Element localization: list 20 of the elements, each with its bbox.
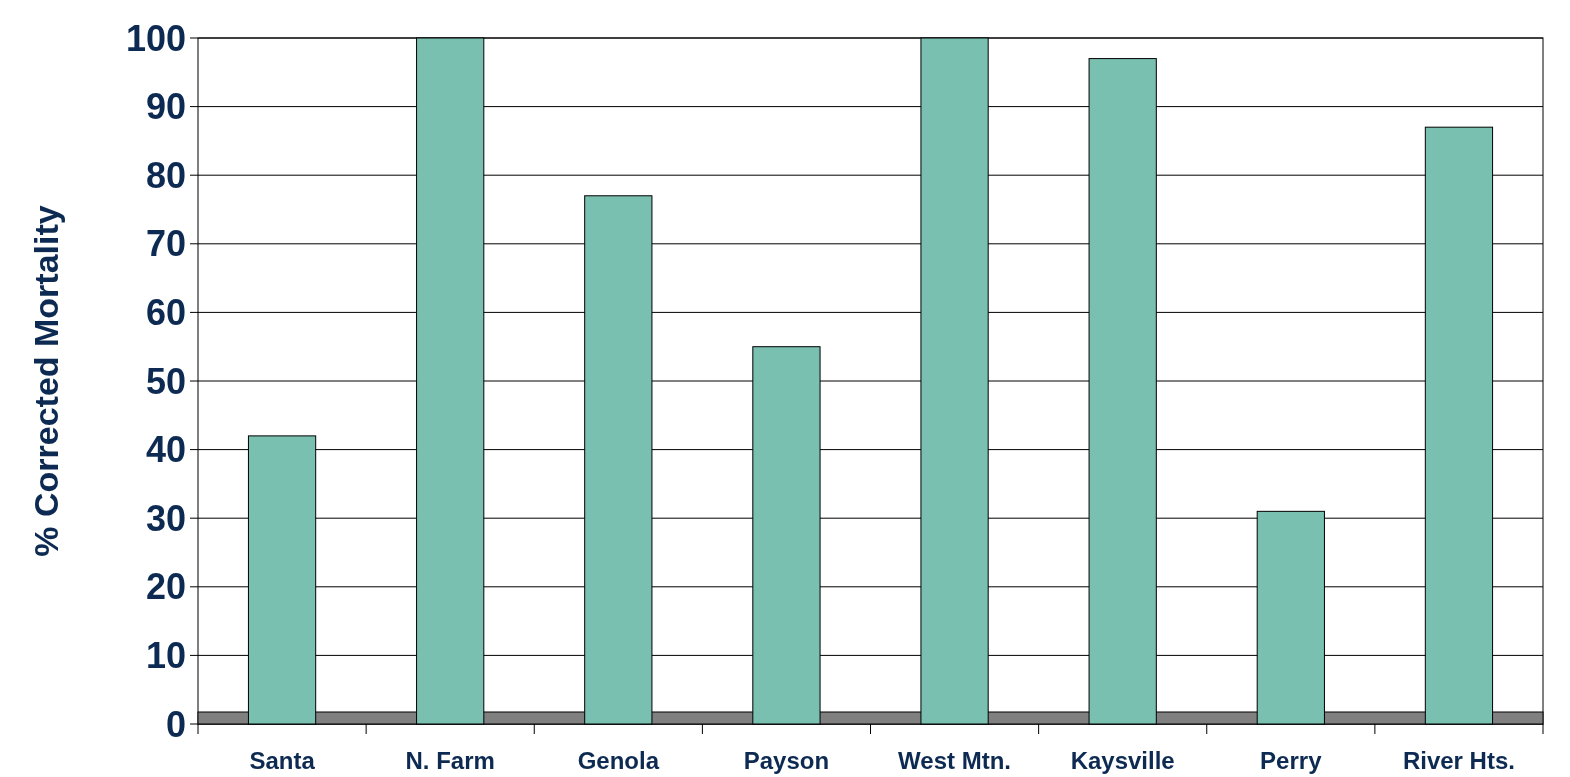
y-tick-label: 70 [145,223,186,265]
y-tick-label: 50 [145,360,186,402]
x-tick-label: Payson [743,747,830,774]
y-tick-label: 100 [125,17,186,59]
y-tick-label: 0 [165,703,186,745]
y-tick-label: 60 [145,292,186,333]
x-tick-label: Santa [249,747,316,774]
y-tick-label: 40 [145,429,186,471]
y-tick-label: 90 [145,86,186,128]
y-tick-label: 10 [145,635,186,676]
x-tick-label: N. Farm [405,747,495,774]
x-tick-label: River Hts. [1402,747,1515,774]
x-tick-label: West Mtn. [898,747,1012,774]
y-tick-label: 20 [145,566,186,608]
x-tick-label: Genola [577,747,660,774]
x-tick-label: Perry [1260,747,1323,774]
y-axis-title: % Corrected Mortality [27,205,65,557]
y-tick-label: 80 [145,154,186,196]
y-tick-label: 30 [145,497,186,539]
x-tick-label: Kaysville [1070,747,1175,774]
